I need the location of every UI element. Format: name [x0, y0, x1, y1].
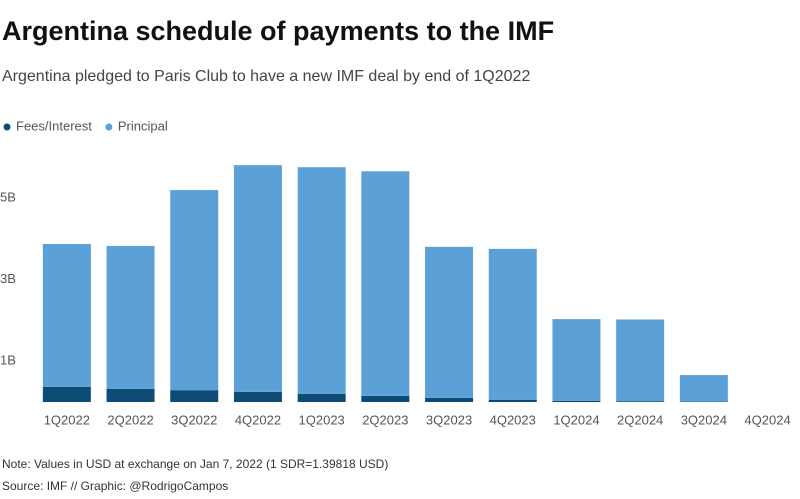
note: Note: Values in USD at exchange on Jan 7… — [2, 457, 388, 471]
x-tick-label: 1Q2022 — [44, 412, 90, 427]
legend-swatch — [105, 123, 113, 131]
bar-segment — [106, 388, 155, 402]
bar-segment — [425, 246, 474, 398]
bar-segment — [425, 397, 474, 402]
bar-segment — [106, 246, 155, 389]
bar-segment — [297, 167, 346, 394]
bar-segment — [42, 243, 91, 387]
bar-segment — [233, 165, 282, 392]
x-tick-label: 3Q2023 — [426, 412, 472, 427]
bar-segment — [361, 171, 410, 396]
bar-segment — [361, 395, 410, 402]
bar-segment — [679, 375, 728, 402]
bar-segment — [616, 319, 665, 402]
source: Source: IMF // Graphic: @RodrigoCampos — [2, 479, 228, 493]
x-tick-label: 4Q2023 — [490, 412, 536, 427]
x-tick-label: 2Q2023 — [362, 412, 408, 427]
legend-label: Fees/Interest — [16, 118, 92, 133]
y-tick-label: 5B — [0, 189, 16, 204]
bar-segment — [42, 386, 91, 402]
bar-segment — [552, 319, 601, 401]
bar-segment — [170, 390, 219, 402]
bar-segment — [297, 393, 346, 402]
x-tick-label: 4Q2024 — [744, 412, 790, 427]
legend-swatch — [3, 123, 11, 131]
bar-segment — [488, 248, 537, 400]
legend-label: Principal — [118, 118, 168, 133]
bar-segment — [233, 391, 282, 402]
y-tick-label: 3B — [0, 271, 16, 286]
bar-segment — [616, 401, 665, 402]
x-tick-label: 3Q2022 — [171, 412, 217, 427]
x-tick-label: 2Q2022 — [107, 412, 153, 427]
chart-subtitle: Argentina pledged to Paris Club to have … — [2, 68, 530, 85]
y-tick-label: 1B — [0, 353, 16, 368]
x-tick-label: 3Q2024 — [681, 412, 727, 427]
bar-segment — [170, 190, 219, 391]
bar-segment — [552, 400, 601, 402]
bar-segment — [488, 399, 537, 402]
chart-title: Argentina schedule of payments to the IM… — [2, 16, 554, 46]
x-tick-label: 1Q2024 — [553, 412, 599, 427]
x-tick-label: 2Q2024 — [617, 412, 663, 427]
x-tick-label: 1Q2023 — [299, 412, 345, 427]
x-tick-label: 4Q2022 — [235, 412, 281, 427]
